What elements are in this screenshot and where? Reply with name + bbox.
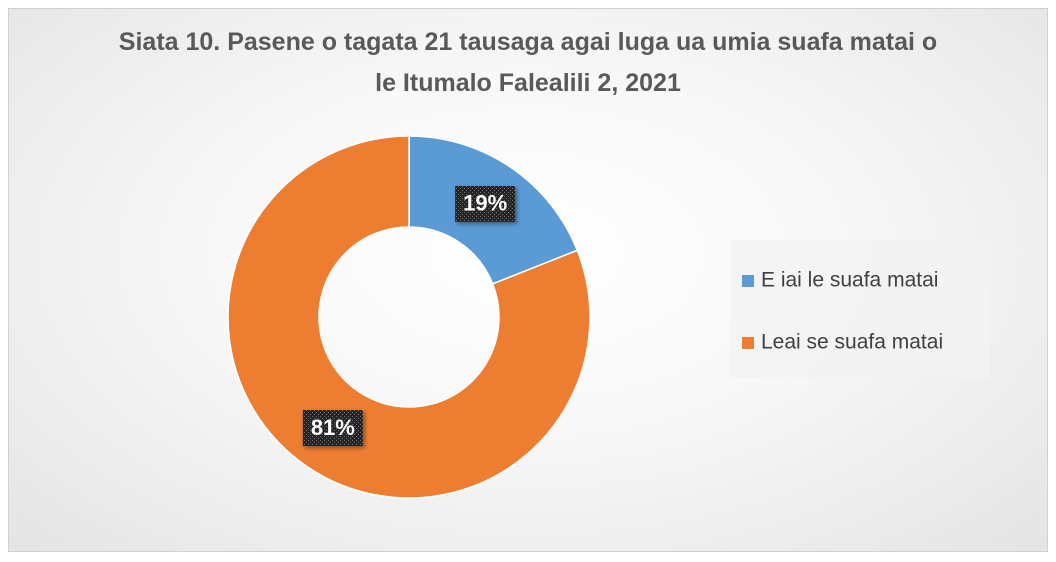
data-label: 19% xyxy=(463,191,507,216)
legend-box xyxy=(730,240,990,378)
data-label-box xyxy=(455,185,516,222)
legend-swatch xyxy=(742,337,754,349)
data-label-box xyxy=(302,410,363,447)
chart-title: Siata 10. Pasene o tagata 21 tausaga aga… xyxy=(118,28,938,97)
legend-label: Leai se suafa matai xyxy=(761,331,943,354)
legend-label: E iai le suafa matai xyxy=(761,269,938,292)
legend-swatch xyxy=(742,275,754,287)
data-label: 81% xyxy=(311,415,355,440)
donut-slice xyxy=(227,135,591,499)
